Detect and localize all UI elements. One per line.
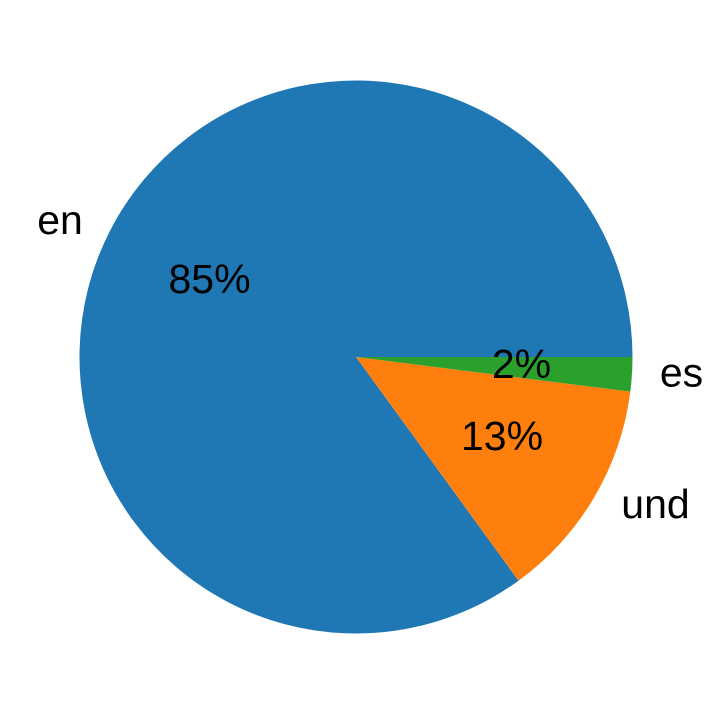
svg-text:und: und — [621, 481, 689, 527]
svg-text:en: en — [37, 197, 83, 243]
svg-text:es: es — [660, 350, 703, 396]
svg-text:13%: 13% — [461, 413, 543, 459]
svg-text:85%: 85% — [168, 256, 250, 302]
svg-text:2%: 2% — [492, 341, 551, 387]
